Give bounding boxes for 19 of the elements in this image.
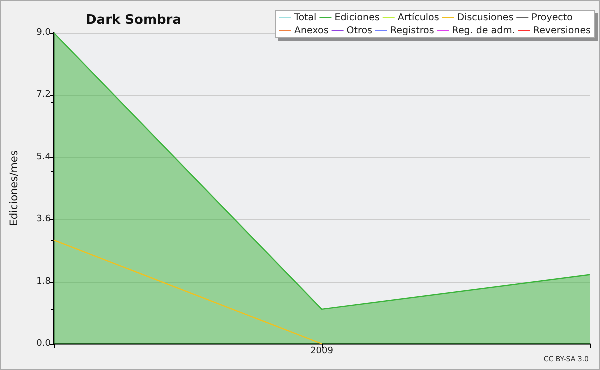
legend-label: Artículos bbox=[398, 12, 440, 24]
x-tick-label: 2009 bbox=[310, 346, 334, 356]
y-tick-label: 5.4 bbox=[36, 152, 52, 162]
legend-label: Reversiones bbox=[533, 26, 592, 36]
chart-title: Dark Sombra bbox=[86, 13, 182, 28]
y-tick-label: 1.8 bbox=[36, 276, 52, 287]
legend-label: Discusiones bbox=[457, 12, 514, 24]
y-axis-title: Ediciones/mes bbox=[8, 150, 20, 226]
legend-label: Reg. de adm. bbox=[452, 26, 516, 36]
legend-label: Total bbox=[294, 12, 317, 24]
y-tick-label: 0.0 bbox=[36, 339, 52, 349]
legend-label: Anexos bbox=[294, 26, 329, 36]
legend-label: Registros bbox=[390, 26, 434, 36]
legend-label: Otros bbox=[346, 26, 373, 36]
legend-label: Ediciones bbox=[334, 12, 380, 24]
y-tick-label: 9.0 bbox=[36, 28, 52, 38]
y-tick-label: 3.6 bbox=[36, 214, 52, 225]
y-tick-label: 7.2 bbox=[36, 90, 51, 100]
legend-label: Proyecto bbox=[532, 12, 574, 24]
